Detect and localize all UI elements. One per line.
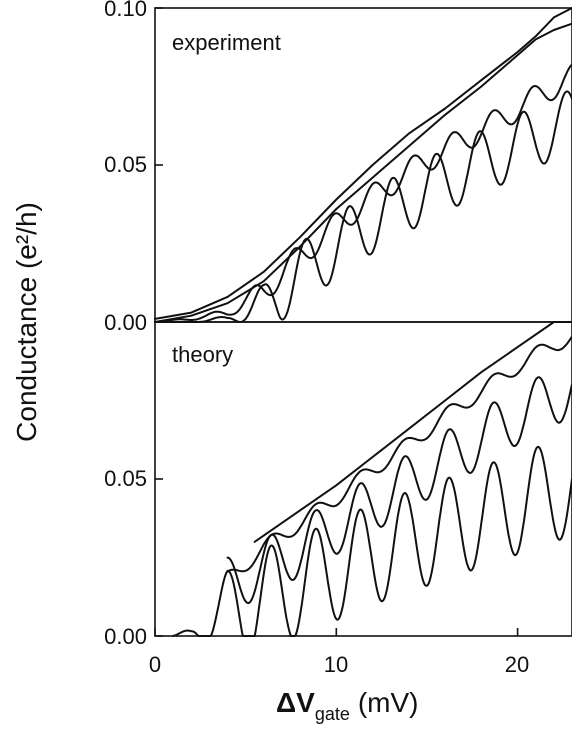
y-tick-label: 0.05 bbox=[104, 466, 147, 491]
theory-curve-2 bbox=[226, 335, 572, 573]
experiment-curve-4 bbox=[154, 90, 572, 323]
x-tick-label: 10 bbox=[324, 652, 348, 677]
y-axis-title: Conductance (e²/h) bbox=[11, 202, 42, 442]
experiment-panel-label: experiment bbox=[172, 30, 281, 55]
y-tick-label: 0.00 bbox=[104, 624, 147, 649]
curves-layer bbox=[154, 7, 572, 637]
experiment-curve-2 bbox=[154, 22, 572, 323]
x-tick-label: 0 bbox=[149, 652, 161, 677]
x-tick-label: 20 bbox=[505, 652, 529, 677]
theory-curve-3 bbox=[226, 376, 572, 605]
theory-curve-1 bbox=[253, 321, 572, 543]
theory-panel-frame bbox=[154, 321, 572, 637]
experiment-curve-3 bbox=[154, 63, 572, 323]
experiment-curve-1 bbox=[154, 7, 572, 320]
x-axis-title: ΔVgate (mV) bbox=[276, 687, 419, 724]
y-tick-label: 0.00 bbox=[104, 310, 147, 335]
y-tick-label: 0.05 bbox=[104, 152, 147, 177]
theory-panel-label: theory bbox=[172, 342, 233, 367]
x-axis-title-delta: ΔV bbox=[276, 687, 315, 718]
x-axis-title-subscript: gate bbox=[315, 704, 350, 724]
theory-curve-4 bbox=[172, 445, 572, 637]
x-axis-title-unit: (mV) bbox=[358, 687, 419, 718]
y-tick-label: 0.10 bbox=[104, 0, 147, 21]
